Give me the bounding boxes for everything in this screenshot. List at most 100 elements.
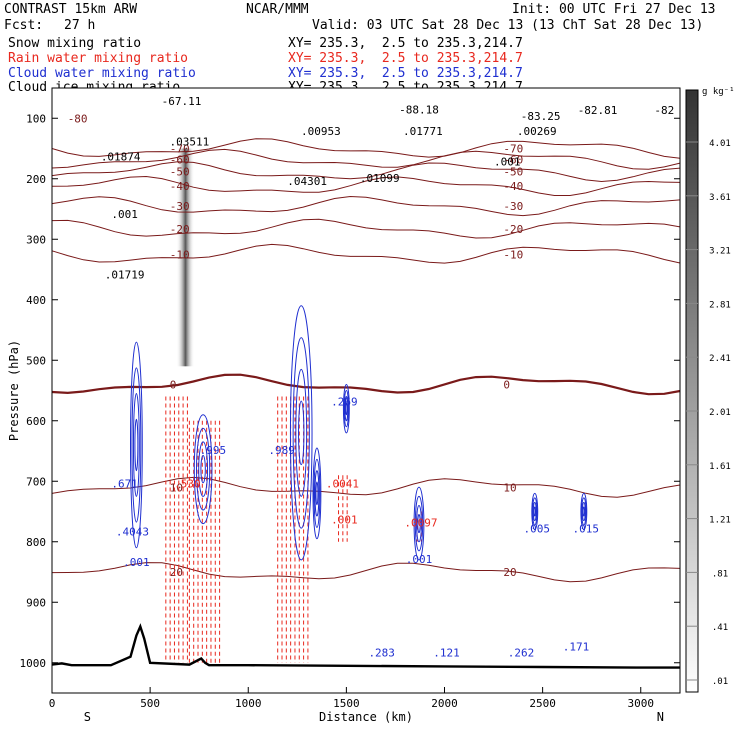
plot-frame (51, 87, 681, 694)
cloud-water-contour (532, 497, 538, 526)
temperature-contour-label: 10 (503, 481, 516, 494)
plot-area (52, 88, 680, 693)
temperature-contour-label: -60 (503, 153, 523, 166)
contour-annotation: .00269 (517, 125, 557, 138)
contour-annotation: .001 (123, 556, 150, 569)
contour-annotation: .001 (494, 155, 521, 168)
temperature-contour-label: -30 (503, 200, 523, 213)
cloud-water-contour (315, 481, 319, 506)
cloud-water-contour (532, 501, 537, 522)
x-tick-label: 500 (140, 697, 160, 710)
temperature-contour-label: -10 (503, 248, 523, 261)
temperature-contour (51, 243, 681, 264)
contour-annotation: -67.11 (162, 95, 202, 108)
contour-annotation: .00953 (301, 125, 341, 138)
colorbar-label: 4.01 (709, 139, 731, 149)
temperature-contour-label: 0 (170, 378, 177, 391)
y-tick-label: 400 (26, 294, 46, 307)
y-tick-label: 900 (26, 596, 46, 609)
y-tick-label: 500 (26, 354, 46, 367)
cloud-water-contour (292, 337, 310, 529)
forecast-label: Fcst: (4, 18, 44, 33)
contour-annotation: -88.18 (399, 103, 439, 116)
contour-annotation: .005 (523, 523, 550, 536)
temperature-contour-label: -40 (503, 180, 523, 193)
colorbar-label: 2.81 (709, 300, 731, 310)
x-axis-label: Distance (km) (319, 710, 413, 724)
colorbar-label: 2.01 (709, 408, 731, 418)
cloud-water-contour (134, 418, 139, 472)
temperature-contour-label: 20 (170, 566, 183, 579)
contour-annotation: .001 (331, 514, 358, 527)
cloud-water-contour (533, 506, 537, 517)
temperature-contour-label: -20 (170, 223, 190, 236)
temperature-contour-label: -20 (503, 223, 523, 236)
contour-annotation: .01719 (105, 269, 145, 282)
cloud-water-contour (314, 470, 320, 517)
contour-annotation: .4043 (116, 526, 149, 539)
cloud-water-contour (130, 341, 143, 549)
contour-annotation: .171 (563, 641, 590, 654)
cloud-water-contour (345, 402, 348, 416)
y-tick-label: 100 (26, 112, 46, 125)
cloud-water-contour (200, 455, 206, 484)
temperature-contour (51, 562, 681, 583)
temperature-contour-label: -50 (503, 165, 523, 178)
model-title: CONTRAST 15km ARW (4, 2, 138, 17)
y-axis-label: Pressure (hPa) (7, 340, 21, 441)
colorbar-label: .01 (712, 677, 728, 687)
colorbar-label: .81 (712, 569, 728, 579)
temperature-contour (51, 195, 681, 217)
x-end-label-right: N (657, 710, 664, 724)
y-tick-label: 700 (26, 475, 46, 488)
cloud-water-contour (581, 501, 586, 522)
temperature-contour (51, 138, 681, 159)
cloud-water-contour (313, 458, 321, 528)
contour-annotation: .015 (573, 523, 600, 536)
colorbar-label: 3.21 (709, 247, 731, 257)
x-end-label-left: S (84, 710, 91, 724)
valid-time: Valid: 03 UTC Sat 28 Dec 13 (13 ChT Sat … (312, 18, 704, 33)
init-time: Init: 00 UTC Fri 27 Dec 13 (512, 2, 716, 17)
field-cloud-water-name: Cloud water mixing ratio (8, 66, 196, 81)
contour-annotation: .01771 (403, 125, 443, 138)
contour-annotation: .283 (368, 647, 395, 660)
field-snow-name: Snow mixing ratio (8, 36, 142, 51)
temperature-contour-label: -80 (68, 112, 88, 125)
cloud-water-contour (289, 305, 313, 561)
contour-annotation: .530 (174, 477, 201, 490)
cloud-water-contour (342, 383, 350, 434)
colorbar (685, 89, 699, 693)
cloud-water-contour (417, 514, 421, 534)
colorbar-label: 1.61 (709, 462, 731, 472)
temperature-contour-label: -70 (503, 143, 523, 156)
contour-annotation: .989 (268, 444, 295, 457)
temperature-contour-label: -70 (170, 143, 190, 156)
contour-annotation: .0097 (404, 517, 437, 530)
cloud-water-contour (413, 486, 425, 561)
contour-annotation: .001 (111, 208, 138, 221)
temperature-contour (51, 161, 681, 183)
temperature-contour-label: 10 (170, 481, 183, 494)
temperature-contour-label: -30 (170, 200, 190, 213)
colorbar-label: 1.21 (709, 516, 731, 526)
x-tick-label: 1500 (333, 697, 360, 710)
cloud-water-contour (344, 396, 349, 422)
x-tick-label: 2000 (431, 697, 458, 710)
y-tick-label: 600 (26, 415, 46, 428)
temperature-contour-label: 0 (503, 378, 510, 391)
y-tick-label: 1000 (20, 657, 47, 670)
contour-annotation: .03511 (170, 135, 210, 148)
forecast-value: 27 h (64, 18, 96, 33)
terrain-line (51, 623, 680, 669)
field-rain-name: Rain water mixing ratio (8, 51, 189, 66)
cloud-water-contour (416, 504, 422, 543)
cloud-water-contour (298, 400, 305, 466)
y-tick-label: 300 (26, 233, 46, 246)
contour-annotation: .001 (406, 553, 433, 566)
temperature-contour-label: 20 (503, 566, 516, 579)
colorbar-label: 2.41 (709, 354, 731, 364)
contour-annotation: .269 (331, 396, 358, 409)
center-name: NCAR/MMM (246, 2, 309, 17)
